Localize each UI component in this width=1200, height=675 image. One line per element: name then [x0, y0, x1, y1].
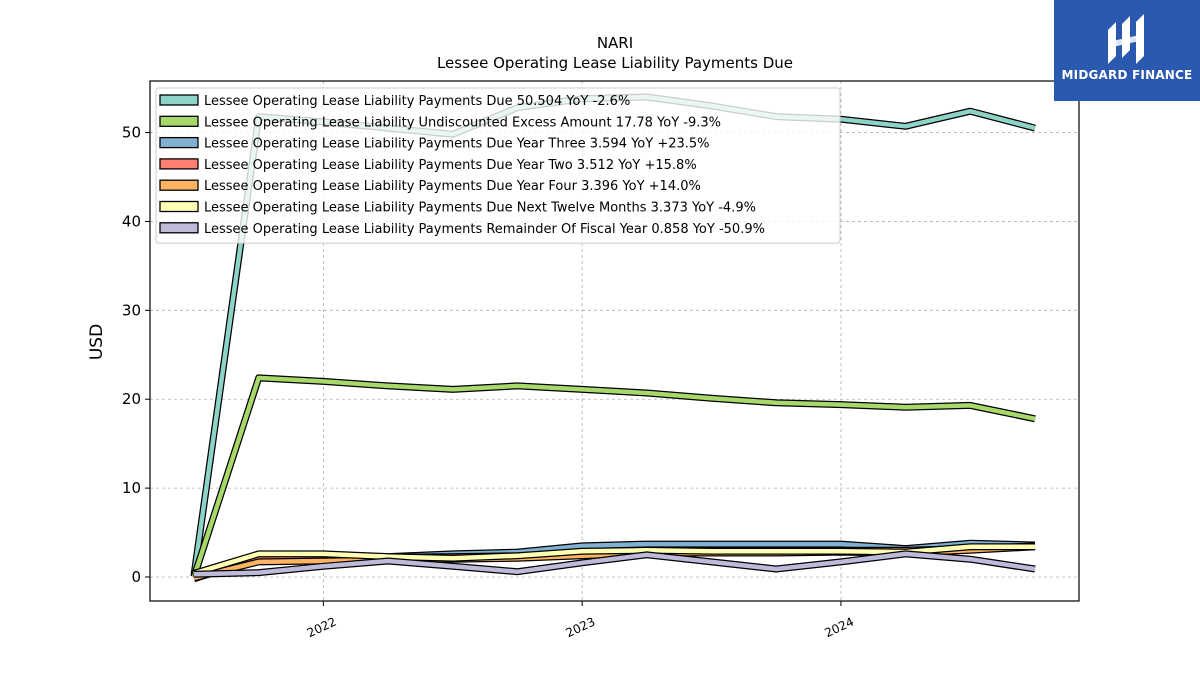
legend-box — [155, 87, 841, 244]
legend-swatch — [159, 115, 199, 127]
legend-label: Lessee Operating Lease Liability Payment… — [204, 201, 756, 216]
brand-mark-icon — [1108, 14, 1144, 64]
legend-label: Lessee Operating Lease Liability Payment… — [204, 94, 630, 109]
legend-label: Lessee Operating Lease Liability Payment… — [204, 222, 765, 237]
legend-label: Lessee Operating Lease Liability Payment… — [204, 137, 710, 152]
legend-label: Lessee Operating Lease Liability Payment… — [204, 179, 701, 194]
series-line — [193, 551, 1036, 577]
series-2 — [190, 374, 1036, 579]
x-ticks: 2022 2023 2024 — [305, 601, 856, 640]
series-lines — [190, 93, 1036, 583]
brand-name: MIDGARD FINANCE — [1061, 68, 1193, 82]
series-line — [191, 375, 1036, 578]
legend-label: Lessee Operating Lease Liability Payment… — [204, 158, 697, 173]
y-tick-label: 30 — [122, 301, 141, 319]
y-tick-label: 40 — [122, 212, 141, 230]
series-7 — [193, 550, 1036, 578]
y-tick-label: 20 — [122, 390, 141, 408]
x-tick-label: 2023 — [564, 615, 598, 641]
y-ticks: 0 10 20 30 40 50 — [122, 124, 150, 586]
chart-title: NARI — [597, 34, 633, 52]
legend-swatch — [159, 200, 199, 213]
x-tick-label: 2024 — [822, 615, 856, 641]
legend-label: Lessee Operating Lease Liability Undisco… — [204, 115, 721, 130]
y-tick-label: 10 — [122, 479, 141, 497]
y-tick-label: 50 — [122, 124, 141, 142]
plot-frame — [149, 80, 1080, 602]
brand-logo: MIDGARD FINANCE — [1054, 0, 1200, 101]
legend-swatch — [159, 136, 199, 149]
x-tick-label: 2022 — [305, 615, 339, 641]
chart-subtitle: Lessee Operating Lease Liability Payment… — [437, 54, 793, 72]
y-axis-label: USD — [87, 324, 107, 360]
legend-swatch — [159, 94, 199, 106]
legend-swatch — [159, 222, 199, 234]
y-tick-label: 0 — [131, 568, 141, 586]
legend: Lessee Operating Lease Liability Payment… — [155, 87, 841, 244]
legend-swatch — [159, 158, 199, 170]
legend-swatch — [159, 179, 199, 191]
